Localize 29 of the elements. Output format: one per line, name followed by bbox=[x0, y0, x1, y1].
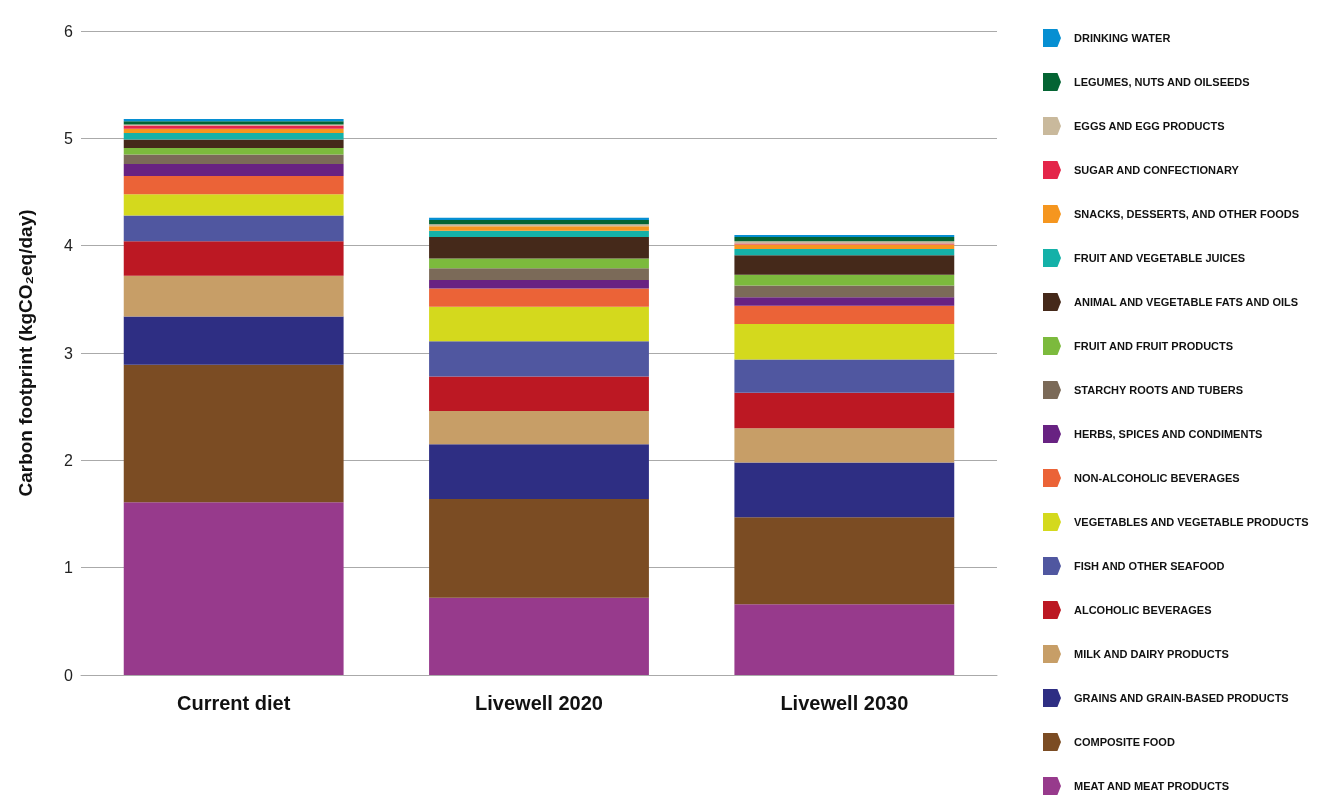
y-tick-label: 6 bbox=[64, 22, 74, 40]
x-tick-label: Livewell 2020 bbox=[475, 692, 603, 714]
y-tick-label: 1 bbox=[64, 559, 74, 577]
legend-label: ANIMAL AND VEGETABLE FATS AND OILS bbox=[1074, 296, 1299, 308]
y-tick-label: 3 bbox=[64, 344, 74, 362]
legend-label: GRAINS AND GRAIN-BASED PRODUCTS bbox=[1074, 692, 1289, 704]
legend-label: NON-ALCOHOLIC BEVERAGES bbox=[1074, 472, 1240, 484]
legend-label: EGGS AND EGG PRODUCTS bbox=[1074, 120, 1225, 132]
y-tick-label: 4 bbox=[64, 237, 74, 255]
legend-label: LEGUMES, NUTS AND OILSEEDS bbox=[1074, 76, 1250, 88]
x-tick-label: Current diet bbox=[176, 692, 291, 714]
legend-label: FRUIT AND FRUIT PRODUCTS bbox=[1074, 340, 1234, 352]
legend-label: SNACKS, DESSERTS, AND OTHER FOODS bbox=[1074, 208, 1300, 220]
legend-label: HERBS, SPICES AND CONDIMENTS bbox=[1074, 428, 1263, 440]
legend-label: MILK AND DAIRY PRODUCTS bbox=[1074, 648, 1229, 660]
legend-label: COMPOSITE FOOD bbox=[1074, 736, 1175, 748]
x-tick-label: Livewell 2030 bbox=[780, 692, 909, 714]
y-tick-label: 0 bbox=[64, 666, 74, 684]
legend-label: DRINKING WATER bbox=[1074, 32, 1171, 44]
y-tick-label: 5 bbox=[64, 129, 74, 147]
legend-label: FISH AND OTHER SEAFOOD bbox=[1074, 560, 1225, 572]
legend-label: SUGAR AND CONFECTIONARY bbox=[1074, 164, 1240, 176]
legend-label: STARCHY ROOTS AND TUBERS bbox=[1074, 384, 1244, 396]
legend-label: ALCOHOLIC BEVERAGES bbox=[1074, 604, 1212, 616]
legend-label: MEAT AND MEAT PRODUCTS bbox=[1074, 780, 1230, 792]
y-tick-label: 2 bbox=[64, 451, 74, 469]
y-axis-title: Carbon footprint (kgCO₂eq/day) bbox=[15, 209, 36, 497]
legend-label: FRUIT AND VEGETABLE JUICES bbox=[1074, 252, 1246, 264]
legend-label: VEGETABLES AND VEGETABLE PRODUCTS bbox=[1074, 516, 1309, 528]
